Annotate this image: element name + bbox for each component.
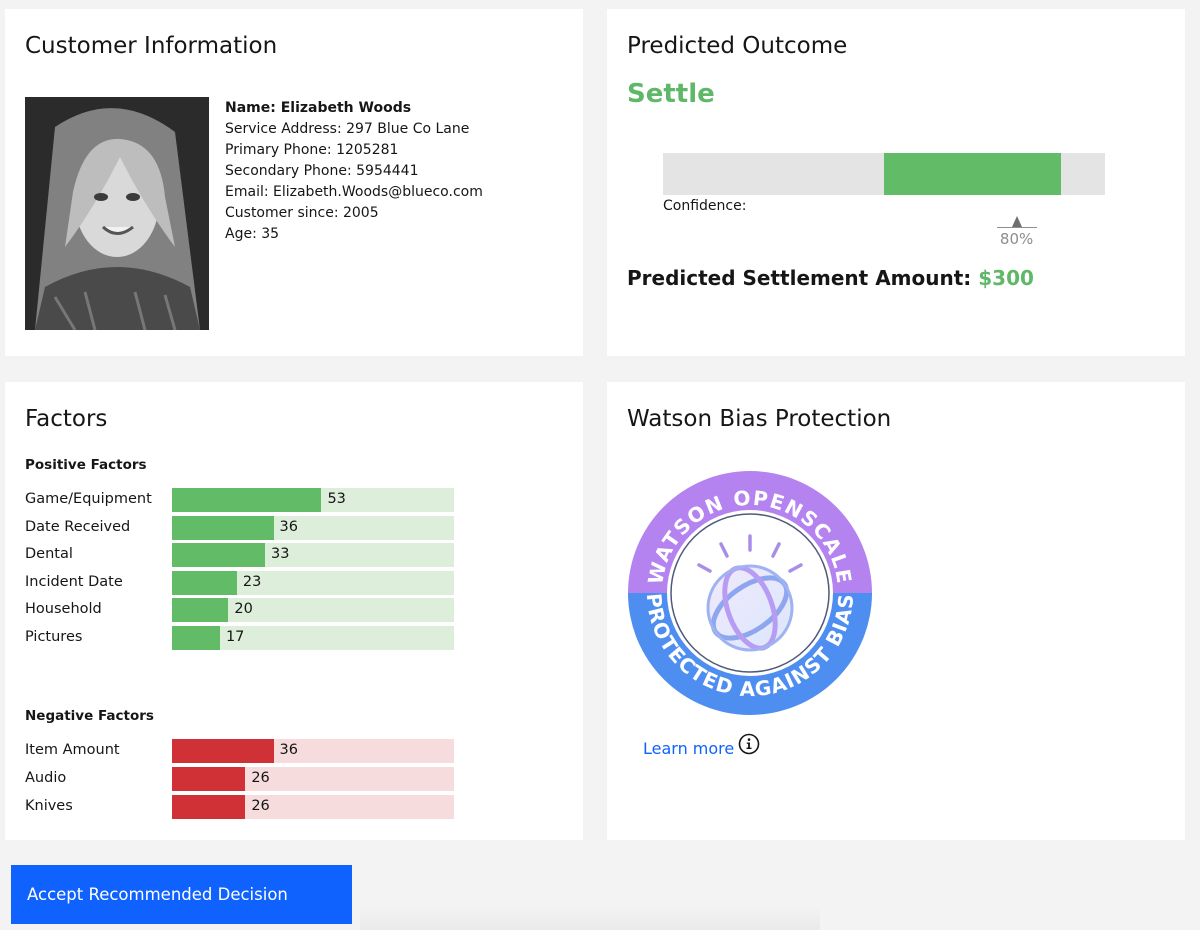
factor-bar-fill — [172, 543, 266, 567]
factor-bar-track: 23 — [172, 570, 454, 595]
customer-name: Name: Elizabeth Woods — [225, 100, 412, 116]
factor-bar-track: 26 — [172, 767, 454, 791]
factor-bar-fill — [172, 739, 274, 763]
factors-title: Factors — [25, 406, 108, 432]
factor-value: 17 — [225, 628, 245, 645]
factor-bar-track: 26 — [172, 795, 454, 819]
factor-row: Pictures 17 — [5, 625, 583, 650]
factor-name: Game/Equipment — [25, 491, 152, 507]
factor-name: Date Received — [25, 518, 131, 535]
watson-bias-protection-title: Watson Bias Protection — [627, 406, 892, 432]
factor-row: Audio 26 — [5, 767, 583, 791]
customer-email: Email: Elizabeth.Woods@blueco.com — [225, 184, 483, 200]
factor-row: Incident Date 23 — [5, 570, 583, 595]
positive-factors-label: Positive Factors — [25, 457, 147, 473]
customer-photo-illustration — [25, 97, 209, 330]
predicted-outcome-value: Settle — [627, 79, 715, 109]
factor-bar-fill — [172, 625, 220, 650]
service-address: Service Address: 297 Blue Co Lane — [225, 121, 470, 137]
factor-row: Knives 26 — [5, 795, 583, 819]
customer-since: Customer since: 2005 — [225, 205, 379, 221]
factor-bar-track: 36 — [172, 515, 454, 540]
customer-details: Name: Elizabeth Woods Service Address: 2… — [225, 98, 483, 245]
factor-name: Item Amount — [25, 742, 120, 758]
factor-value: 26 — [251, 798, 270, 814]
predicted-outcome-card: Predicted Outcome Settle Confidence: 80%… — [607, 9, 1185, 356]
factor-value: 33 — [271, 546, 290, 562]
factor-bar-fill — [172, 598, 229, 622]
confidence-percent: 80% — [999, 230, 1034, 248]
settlement-amount: $300 — [978, 266, 1034, 290]
confidence-marker-triangle-icon — [1011, 216, 1022, 227]
confidence-range — [884, 153, 1061, 195]
factor-value: 53 — [327, 491, 346, 507]
factor-name: Incident Date — [25, 573, 123, 590]
factor-value: 36 — [279, 518, 298, 535]
confidence-label: Confidence: — [663, 198, 747, 214]
factor-row: Household 20 — [5, 598, 583, 622]
factor-name: Household — [25, 601, 102, 617]
accept-recommended-decision-button[interactable]: Accept Recommended Decision — [11, 865, 352, 924]
factor-row: Date Received 36 — [5, 515, 583, 540]
factor-bar-track: 33 — [172, 543, 454, 567]
footer-shadow — [360, 905, 820, 930]
secondary-phone: Secondary Phone: 5954441 — [225, 163, 419, 179]
factor-row: Dental 33 — [5, 543, 583, 567]
factor-bar-track: 36 — [172, 739, 454, 763]
factor-bar-track: 17 — [172, 625, 454, 650]
factor-value: 20 — [234, 601, 253, 617]
predicted-outcome-title: Predicted Outcome — [627, 33, 848, 59]
factor-bar-fill — [172, 767, 246, 791]
factor-name: Audio — [25, 770, 67, 786]
watson-bias-protection-card: Watson Bias Protection WATSON OPENSCALE … — [607, 382, 1185, 840]
customer-information-title: Customer Information — [25, 33, 278, 59]
factor-bar-track: 53 — [172, 488, 454, 512]
factor-value: 36 — [279, 742, 298, 758]
customer-age: Age: 35 — [225, 226, 280, 242]
factor-bar-track: 20 — [172, 598, 454, 622]
predicted-settlement: Predicted Settlement Amount: $300 — [627, 266, 1034, 290]
primary-phone: Primary Phone: 1205281 — [225, 142, 399, 158]
customer-information-card: Customer Information Name: Elizabeth Woo… — [5, 9, 583, 356]
learn-more-link[interactable]: Learn more — [643, 739, 735, 758]
confidence-marker: 80% — [996, 216, 1037, 252]
factor-row: Item Amount 36 — [5, 739, 583, 763]
factor-name: Dental — [25, 546, 73, 562]
factor-value: 26 — [251, 770, 270, 786]
confidence-marker-line — [996, 227, 1037, 228]
watson-openscale-badge-icon: WATSON OPENSCALE PROTECTED AGAINST BIAS — [628, 471, 872, 715]
factor-bar-fill — [172, 515, 274, 540]
factor-bar-fill — [172, 795, 246, 819]
info-icon[interactable] — [738, 733, 760, 755]
factors-card: Factors Positive Factors Game/Equipment 5… — [5, 382, 583, 840]
customer-photo — [25, 97, 209, 330]
confidence-bar — [663, 153, 1105, 195]
negative-factors-label: Negative Factors — [25, 708, 154, 724]
factor-bar-fill — [172, 488, 322, 512]
factor-name: Pictures — [25, 628, 83, 645]
settlement-label: Predicted Settlement Amount: — [627, 266, 972, 290]
factor-name: Knives — [25, 798, 73, 814]
factor-row: Game/Equipment 53 — [5, 488, 583, 512]
factor-bar-fill — [172, 570, 237, 595]
factor-value: 23 — [242, 573, 262, 590]
